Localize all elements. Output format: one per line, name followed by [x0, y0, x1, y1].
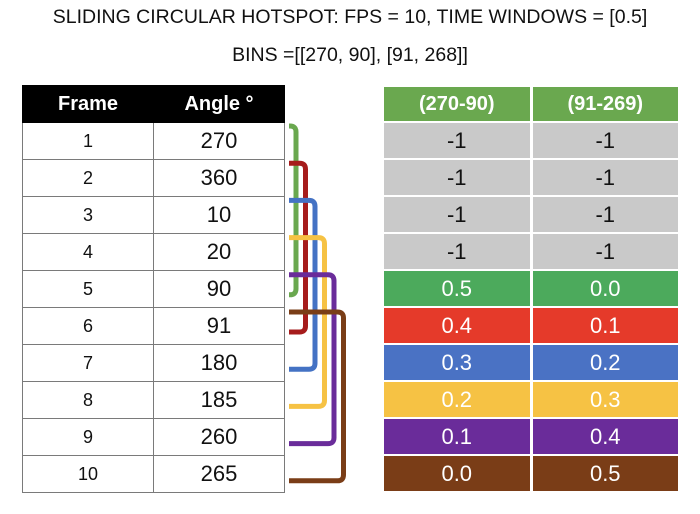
frames-row: 4 20 [22, 233, 285, 271]
window-bracket [289, 160, 308, 335]
bin-value-270-90: 0.3 [384, 345, 530, 380]
bin-value-91-269: -1 [532, 160, 678, 195]
bin-value-91-269: 0.2 [532, 345, 678, 380]
bin-value-270-90: -1 [384, 123, 530, 158]
frames-header-row: Frame Angle ° [22, 85, 285, 123]
frame-cell: 3 [22, 196, 154, 234]
bin-value-91-269: -1 [532, 234, 678, 269]
frames-row: 6 91 [22, 307, 285, 345]
frame-cell: 6 [22, 307, 154, 345]
title-line-1: SLIDING CIRCULAR HOTSPOT: FPS = 10, TIME… [52, 6, 648, 28]
frame-column-header: Frame [22, 85, 154, 123]
window-bracket [289, 197, 318, 372]
bins-row: -1 -1 [384, 123, 678, 158]
angle-cell: 10 [153, 196, 285, 234]
bins-row: 0.2 0.3 [384, 382, 678, 417]
bin-value-270-90: -1 [384, 234, 530, 269]
angle-cell: 185 [153, 381, 285, 419]
angle-cell: 265 [153, 455, 285, 493]
window-bracket [289, 123, 299, 298]
bins-row: 0.3 0.2 [384, 345, 678, 380]
angle-cell: 260 [153, 418, 285, 456]
bins-row: -1 -1 [384, 234, 678, 269]
bin-value-91-269: -1 [532, 197, 678, 232]
bins-row: 0.5 0.0 [384, 271, 678, 306]
bin-value-91-269: 0.0 [532, 271, 678, 306]
bins-header-row: (270-90) (91-269) [384, 87, 678, 121]
frame-cell: 10 [22, 455, 154, 493]
angle-cell: 90 [153, 270, 285, 308]
title-line-2: BINS =[[270, 90], [91, 268]] [232, 44, 468, 66]
frames-row: 1 270 [22, 122, 285, 160]
frame-cell: 2 [22, 159, 154, 197]
bin-value-270-90: 0.0 [384, 456, 530, 491]
bins-table: (270-90) (91-269) -1 -1 -1 -1 -1 -1 -1 -1 0.5 0.0… [381, 85, 681, 493]
frames-row: 10 265 [22, 455, 285, 493]
bins-row: -1 -1 [384, 160, 678, 195]
angle-cell: 360 [153, 159, 285, 197]
bin-value-270-90: 0.2 [384, 382, 530, 417]
bin-value-91-269: 0.1 [532, 308, 678, 343]
frames-table: Frame Angle ° 1 270 2 360 3 10 4 20 5 90 6 91 … [22, 85, 285, 493]
window-bracket [289, 235, 327, 409]
bin-value-270-90: 0.1 [384, 419, 530, 454]
frame-cell: 1 [22, 122, 154, 160]
frame-cell: 4 [22, 233, 154, 271]
bin-value-91-269: 0.4 [532, 419, 678, 454]
bins-row: -1 -1 [384, 197, 678, 232]
frames-row: 8 185 [22, 381, 285, 419]
frame-cell: 5 [22, 270, 154, 308]
window-bracket [289, 272, 337, 447]
bin-value-91-269: -1 [532, 123, 678, 158]
frame-cell: 7 [22, 344, 154, 382]
bins-row: 0.4 0.1 [384, 308, 678, 343]
bin-header-270-90: (270-90) [384, 87, 530, 121]
angle-cell: 20 [153, 233, 285, 271]
bin-header-91-269: (91-269) [532, 87, 678, 121]
bin-value-270-90: -1 [384, 160, 530, 195]
bin-value-91-269: 0.5 [532, 456, 678, 491]
frames-row: 3 10 [22, 196, 285, 234]
bin-value-270-90: -1 [384, 197, 530, 232]
bin-value-270-90: 0.5 [384, 271, 530, 306]
bin-value-91-269: 0.3 [532, 382, 678, 417]
angle-column-header: Angle ° [153, 85, 285, 123]
bin-value-270-90: 0.4 [384, 308, 530, 343]
angle-cell: 270 [153, 122, 285, 160]
bins-row: 0.1 0.4 [384, 419, 678, 454]
bins-row: 0.0 0.5 [384, 456, 678, 491]
frames-row: 2 360 [22, 159, 285, 197]
frames-row: 5 90 [22, 270, 285, 308]
window-bracket [289, 309, 346, 484]
angle-cell: 91 [153, 307, 285, 345]
frame-cell: 8 [22, 381, 154, 419]
